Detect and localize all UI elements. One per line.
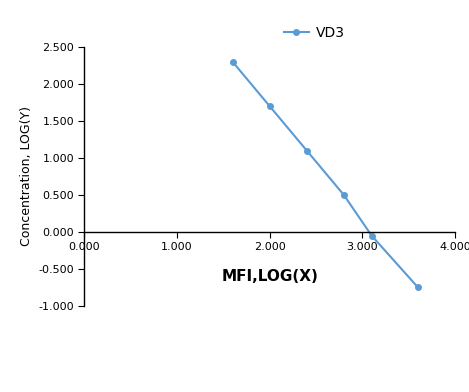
VD3	[304, 148, 310, 153]
Y-axis label: Concentration, LOG(Y): Concentration, LOG(Y)	[20, 106, 33, 247]
X-axis label: MFI,LOG(X): MFI,LOG(X)	[221, 269, 318, 284]
Legend: VD3: VD3	[278, 20, 350, 45]
VD3	[369, 233, 374, 238]
VD3	[341, 192, 347, 197]
VD3	[230, 60, 235, 64]
Line: VD3: VD3	[230, 59, 421, 290]
VD3	[267, 104, 272, 109]
VD3	[415, 285, 421, 290]
